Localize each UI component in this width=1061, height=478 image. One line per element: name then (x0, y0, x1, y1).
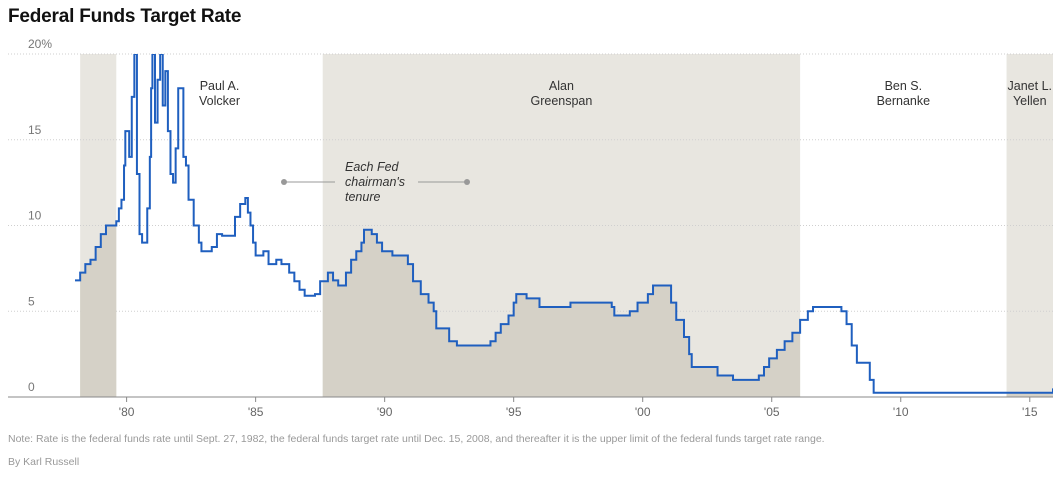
tenure-label-line: Volcker (199, 94, 240, 108)
tenure-label-line: Alan (549, 79, 574, 93)
x-tick-label: '85 (248, 405, 264, 419)
annotation-line: tenure (345, 190, 380, 204)
rate-chart: '80 '85 '90 '95 '00 '05 '10 '15 0 5 10 15 20% Paul … (8, 37, 1053, 419)
x-tick-label: '95 (506, 405, 522, 419)
x-tick-label: '10 (893, 405, 909, 419)
x-axis: '80 '85 '90 '95 '00 '05 '10 '15 (8, 396, 1053, 419)
annotation-line: Each Fed (345, 160, 400, 174)
tenure-label: Janet L. Yellen (1008, 79, 1052, 108)
x-tick-label: '90 (377, 405, 393, 419)
tenure-label: Ben S. Bernanke (877, 79, 931, 108)
byline: By Karl Russell (8, 456, 80, 468)
y-tick-label: 10 (28, 209, 42, 223)
tenure-band (1006, 54, 1053, 397)
y-axis: 0 5 10 15 20% (28, 37, 52, 394)
rate-line (75, 54, 1053, 394)
tenure-label-line: Ben S. (885, 79, 923, 93)
y-tick-label: 5 (28, 294, 35, 308)
x-tick-label: '00 (635, 405, 651, 419)
x-tick-label: '80 (119, 405, 135, 419)
tenure-annotation: Each Fed chairman's tenure (281, 160, 470, 204)
rate-series (75, 54, 1053, 394)
tenure-label-line: Greenspan (530, 94, 592, 108)
annotation-text: Each Fed chairman's tenure (345, 160, 405, 204)
tenure-labels: Paul A. Volcker Alan Greenspan Ben S. Bernank… (199, 79, 1052, 108)
chart-title: Federal Funds Target Rate (8, 6, 242, 27)
tenure-label-line: Bernanke (877, 94, 931, 108)
chart-note: Note: Rate is the federal funds rate unt… (8, 433, 825, 445)
tenure-label-line: Yellen (1013, 94, 1047, 108)
tenure-label-line: Paul A. (200, 79, 240, 93)
x-tick-label: '05 (764, 405, 780, 419)
tenure-label-line: Janet L. (1008, 79, 1052, 93)
tenure-label: Paul A. Volcker (199, 79, 240, 108)
tenure-label: Alan Greenspan (530, 79, 592, 108)
y-tick-label: 15 (28, 123, 42, 137)
annotation-dot-left (281, 179, 287, 185)
y-tick-label: 0 (28, 380, 35, 394)
annotation-dot-right (464, 179, 470, 185)
annotation-line: chairman's (345, 175, 405, 189)
x-tick-label: '15 (1022, 405, 1038, 419)
y-tick-label: 20% (28, 37, 52, 51)
